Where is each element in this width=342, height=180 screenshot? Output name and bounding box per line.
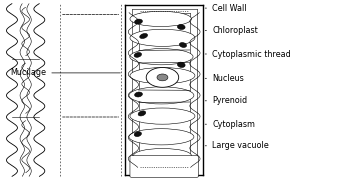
Ellipse shape xyxy=(135,19,142,24)
Text: Pyrenoid: Pyrenoid xyxy=(205,96,247,105)
Text: Cytoplasmic thread: Cytoplasmic thread xyxy=(205,50,291,59)
Ellipse shape xyxy=(133,148,192,163)
Ellipse shape xyxy=(129,87,194,104)
Text: Nucleus: Nucleus xyxy=(205,74,244,83)
Ellipse shape xyxy=(130,108,195,124)
Ellipse shape xyxy=(130,29,195,46)
Text: Large vacuole: Large vacuole xyxy=(205,141,269,150)
Text: Cell Wall: Cell Wall xyxy=(205,4,247,13)
Text: Cytoplasm: Cytoplasm xyxy=(205,120,255,129)
Text: Chloroplast: Chloroplast xyxy=(205,26,258,35)
Ellipse shape xyxy=(134,132,142,137)
Ellipse shape xyxy=(138,111,146,116)
Ellipse shape xyxy=(135,92,142,97)
Ellipse shape xyxy=(177,62,185,68)
Ellipse shape xyxy=(130,49,193,65)
Text: Mucilage: Mucilage xyxy=(10,68,120,77)
Ellipse shape xyxy=(179,42,187,48)
Ellipse shape xyxy=(129,129,194,145)
Ellipse shape xyxy=(130,11,192,27)
Ellipse shape xyxy=(157,74,168,81)
Ellipse shape xyxy=(177,24,185,30)
Ellipse shape xyxy=(146,68,179,87)
FancyBboxPatch shape xyxy=(130,156,198,177)
Ellipse shape xyxy=(134,53,142,57)
Ellipse shape xyxy=(140,33,147,39)
Ellipse shape xyxy=(130,68,195,84)
